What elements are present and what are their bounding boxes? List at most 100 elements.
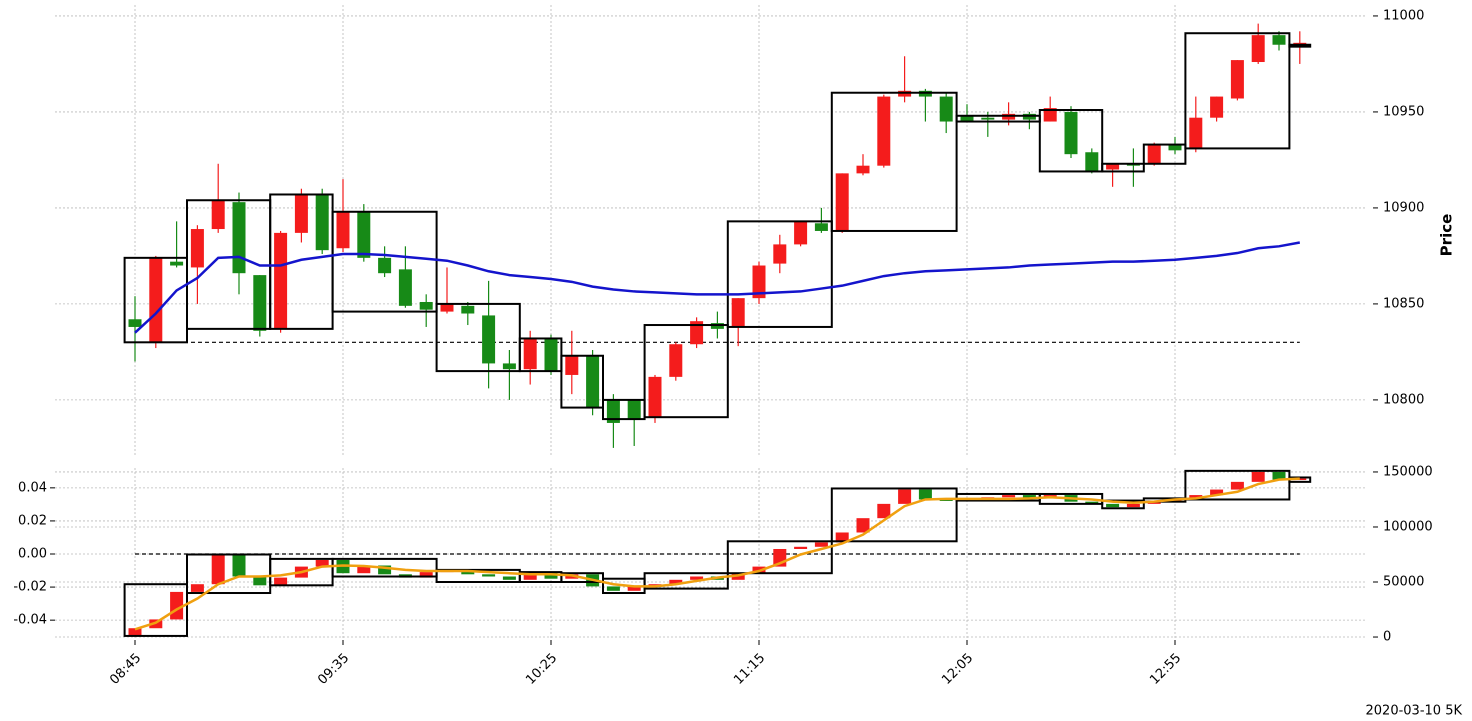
candle-body	[1189, 117, 1203, 149]
box	[331, 210, 438, 313]
candle-body	[1085, 152, 1099, 172]
candle-body	[523, 572, 537, 580]
candle-body	[1272, 35, 1286, 45]
candle-body	[232, 202, 246, 274]
candle-body	[669, 344, 683, 377]
box	[1184, 469, 1291, 501]
box	[1101, 162, 1145, 173]
box	[726, 540, 833, 575]
candle-body	[1210, 489, 1224, 496]
footer: 2020-03-10 5K	[1366, 704, 1463, 719]
moving-average	[134, 241, 1301, 334]
y2-tick-label: 0.00	[18, 547, 47, 562]
candle-body	[877, 96, 891, 166]
candle-body	[378, 257, 392, 274]
candle-body	[690, 321, 704, 345]
y-axis-label: Price	[1438, 214, 1456, 257]
candle-body	[835, 173, 849, 231]
candle-body	[128, 628, 142, 636]
box	[1101, 499, 1145, 510]
candle-body	[253, 275, 267, 331]
candle-body	[981, 117, 995, 120]
box	[123, 583, 188, 637]
box	[560, 572, 605, 584]
candle-body	[939, 96, 953, 122]
y2-tick-label: -0.04	[13, 613, 47, 628]
candle-body	[1002, 495, 1016, 498]
y-tick-label: 10950	[1383, 104, 1424, 119]
candle-body	[378, 565, 392, 575]
x-tick-label: 08:45	[107, 651, 144, 688]
y2-tick-label: 0.04	[18, 480, 47, 495]
candle-body	[502, 576, 516, 580]
candle-body	[149, 257, 163, 343]
candle-body	[1064, 111, 1078, 155]
y2-tick-label: 0.02	[18, 513, 47, 528]
candle-body	[918, 489, 932, 500]
candle-body	[752, 265, 766, 299]
candle-body	[523, 338, 537, 370]
box	[1142, 143, 1187, 165]
candle-body	[1230, 60, 1244, 99]
candle-body	[357, 211, 371, 258]
y-tick-label: 100000	[1383, 519, 1433, 534]
box	[1184, 32, 1291, 150]
candle-body	[627, 586, 641, 591]
candle-body	[211, 200, 225, 230]
box	[830, 487, 958, 543]
candle-body	[565, 355, 579, 375]
candle-body	[960, 115, 974, 122]
candle-body	[315, 559, 329, 567]
x-tick-label: 11:15	[731, 651, 768, 688]
y-tick-label: 0	[1383, 630, 1391, 645]
box	[830, 91, 958, 232]
candle-body	[1272, 471, 1286, 480]
candle-body	[648, 376, 662, 418]
candle-body	[336, 211, 350, 249]
candle-body	[1126, 503, 1140, 508]
candle-body	[128, 319, 142, 327]
candle-body	[440, 303, 454, 312]
candle-body	[898, 489, 912, 504]
candle-body	[502, 363, 516, 370]
candle-body	[690, 576, 704, 580]
box	[1288, 43, 1312, 48]
candle-body	[1022, 495, 1036, 499]
y-tick-label: 10900	[1383, 200, 1424, 215]
candle-body	[939, 499, 953, 501]
candle-body	[856, 165, 870, 174]
y-tick-label: 150000	[1383, 464, 1433, 479]
candle-body	[1210, 96, 1224, 118]
y-tick-label: 10800	[1383, 392, 1424, 407]
x-tick-label: 12:05	[939, 651, 976, 688]
candle-body	[1251, 35, 1265, 63]
candle-body	[419, 572, 433, 578]
candle-body	[835, 532, 849, 543]
candle-body	[170, 261, 184, 266]
candle-body	[253, 576, 267, 586]
y2-tick-label: -0.02	[13, 580, 47, 595]
candle-body	[794, 546, 808, 549]
candle-body	[211, 554, 225, 585]
candle-body	[794, 221, 808, 245]
candle-body	[232, 554, 246, 577]
candle-body	[606, 586, 620, 591]
candle-body	[1043, 108, 1057, 122]
box	[643, 572, 729, 590]
box	[643, 324, 729, 419]
candle-body	[190, 584, 204, 592]
candle-body	[856, 518, 870, 533]
candle-body	[419, 301, 433, 310]
candle-body	[1147, 144, 1161, 164]
candle-body	[1085, 501, 1099, 504]
candle-body	[294, 194, 308, 233]
candle-body	[1106, 163, 1120, 170]
y-tick-label: 11000	[1383, 8, 1424, 23]
candle-body	[357, 565, 371, 574]
moving-average	[134, 477, 1300, 631]
candle-body	[482, 315, 496, 364]
box	[726, 220, 833, 328]
candle-body	[274, 232, 288, 329]
candle-body	[586, 355, 600, 408]
